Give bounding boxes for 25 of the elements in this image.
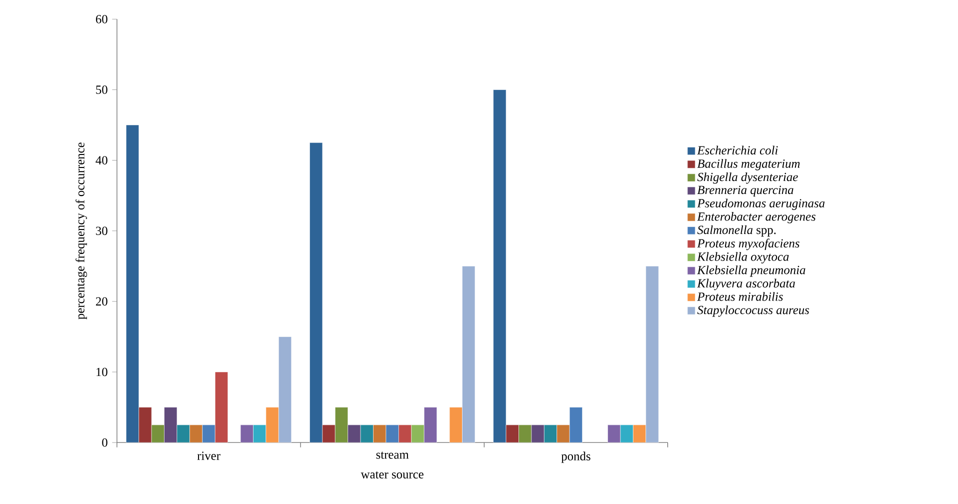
legend-label: Brenneria quercina <box>697 186 794 197</box>
legend-label: Stapyloccocuss aureus <box>697 306 810 317</box>
legend-label: Klebsiella pneumonia <box>697 266 806 277</box>
legend-label: Shigella dysenteriae <box>697 172 798 184</box>
x-tick-label: river <box>197 452 220 460</box>
x-axis-title: water source <box>360 471 424 479</box>
y-tick-label: 60 <box>96 15 108 24</box>
y-tick-label: 20 <box>96 297 108 306</box>
legend-label: Escherichia coli <box>697 146 778 155</box>
y-tick-label: 30 <box>96 226 108 236</box>
legend-label: Klebsiella oxytoca <box>697 252 789 264</box>
y-axis-title: percentage frequency of occurrence <box>76 142 87 320</box>
x-tick-label: ponds <box>561 452 590 463</box>
x-tick-label: stream <box>376 452 409 459</box>
legend-label: Proteus myxofaciens <box>697 238 800 250</box>
legend-label: Kluyvera ascorbata <box>697 278 795 290</box>
legend-label: Proteus mirabilis <box>697 292 783 301</box>
legend-label: Pseudomonas aeruginasa <box>697 198 825 210</box>
y-tick-label: 0 <box>102 438 108 447</box>
y-tick-label: 50 <box>96 86 108 94</box>
legend-label: Bacillus megaterium <box>697 159 800 170</box>
y-tick-label: 10 <box>96 368 108 376</box>
legend-label: Enterobacter aerogenes <box>697 212 816 224</box>
y-tick-label: 40 <box>96 156 108 165</box>
legend-label: Salmonella spp. <box>697 225 776 237</box>
